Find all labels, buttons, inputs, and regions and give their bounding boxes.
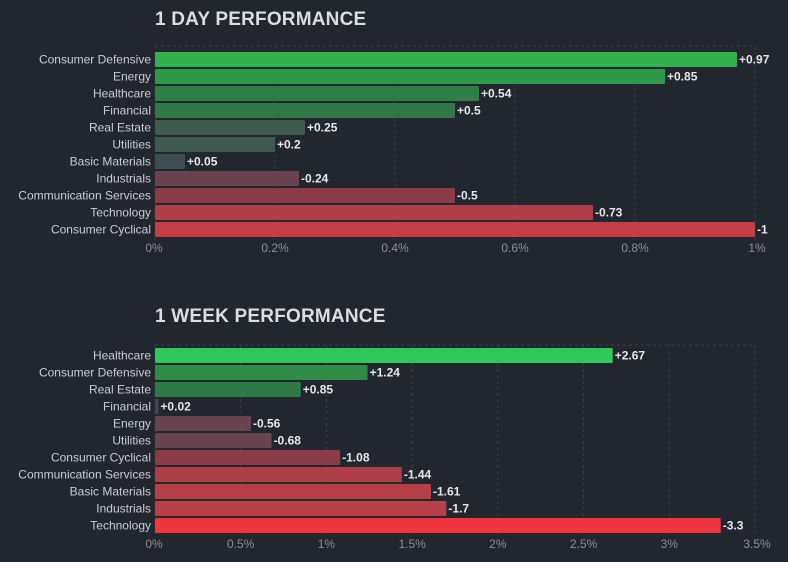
week-category-label: Healthcare xyxy=(93,349,151,363)
week-value-label: +2.67 xyxy=(615,349,646,363)
week-tick-label: 2% xyxy=(489,537,507,551)
week-tick-label: 1.5% xyxy=(398,537,426,551)
day-bar xyxy=(155,86,479,101)
day-category-label: Utilities xyxy=(112,138,151,152)
week-value-label: -0.56 xyxy=(253,417,281,431)
week-bar xyxy=(155,433,272,448)
day-category-label: Consumer Cyclical xyxy=(51,223,151,237)
week-bar xyxy=(155,518,721,533)
week-tick-label: 0% xyxy=(145,537,163,551)
day-bar xyxy=(155,69,665,84)
week-category-label: Real Estate xyxy=(89,383,151,397)
day-value-label: -0.5 xyxy=(457,189,478,203)
day-category-label: Basic Materials xyxy=(70,155,151,169)
day-bar xyxy=(155,188,455,203)
week-tick-label: 3% xyxy=(661,537,679,551)
week-tick-label: 2.5% xyxy=(570,537,598,551)
week-value-label: -1.44 xyxy=(404,468,432,482)
week-value-label: -1.08 xyxy=(342,451,370,465)
week-bar xyxy=(155,484,431,499)
day-value-label: +0.2 xyxy=(277,138,301,152)
day-bar xyxy=(155,154,185,169)
week-category-label: Utilities xyxy=(112,434,151,448)
week-bar xyxy=(155,450,341,465)
week-bar xyxy=(155,348,613,363)
week-bar xyxy=(155,399,159,414)
day-value-label: -0.73 xyxy=(595,206,623,220)
day-category-label: Technology xyxy=(90,206,151,220)
week-category-label: Consumer Defensive xyxy=(39,366,151,380)
week-category-label: Basic Materials xyxy=(70,485,151,499)
day-category-label: Healthcare xyxy=(93,87,151,101)
week-value-label: -0.68 xyxy=(274,434,302,448)
week-tick-label: 1% xyxy=(318,537,336,551)
week-tick-label: 0.5% xyxy=(227,537,255,551)
day-value-label: +0.5 xyxy=(457,104,481,118)
week-value-label: +0.85 xyxy=(303,383,334,397)
week-tick-label: 3.5% xyxy=(743,537,771,551)
week-bar xyxy=(155,416,251,431)
day-performance-title: 1 DAY PERFORMANCE xyxy=(155,9,367,30)
day-bar xyxy=(155,222,755,237)
day-value-label: -0.24 xyxy=(301,172,329,186)
day-value-label: +0.54 xyxy=(481,87,512,101)
week-bar xyxy=(155,382,301,397)
week-bar xyxy=(155,467,402,482)
week-category-label: Technology xyxy=(90,519,151,533)
week-value-label: -1.61 xyxy=(433,485,461,499)
day-value-label: +0.97 xyxy=(739,53,770,67)
week-category-label: Industrials xyxy=(96,502,151,516)
day-category-label: Communication Services xyxy=(18,189,151,203)
day-bar xyxy=(155,205,593,220)
day-tick-label: 0.4% xyxy=(381,241,409,255)
day-bar xyxy=(155,120,305,135)
day-bar xyxy=(155,171,299,186)
week-bar xyxy=(155,365,368,380)
day-tick-label: 1% xyxy=(748,241,766,255)
day-bar xyxy=(155,52,737,67)
week-value-label: +1.24 xyxy=(370,366,401,380)
day-bar xyxy=(155,137,275,152)
week-bar xyxy=(155,501,447,516)
day-category-label: Financial xyxy=(103,104,151,118)
week-value-label: -3.3 xyxy=(723,519,744,533)
week-value-label: +0.02 xyxy=(160,400,191,414)
day-tick-label: 0.2% xyxy=(261,241,289,255)
day-tick-label: 0.6% xyxy=(501,241,529,255)
day-value-label: +0.05 xyxy=(187,155,218,169)
day-category-label: Consumer Defensive xyxy=(39,53,151,67)
day-tick-label: 0.8% xyxy=(621,241,649,255)
day-category-label: Industrials xyxy=(96,172,151,186)
day-category-label: Real Estate xyxy=(89,121,151,135)
day-bar xyxy=(155,103,455,118)
day-value-label: -1 xyxy=(757,223,768,237)
day-value-label: +0.25 xyxy=(307,121,338,135)
week-category-label: Financial xyxy=(103,400,151,414)
day-category-label: Energy xyxy=(113,70,151,84)
week-value-label: -1.7 xyxy=(448,502,469,516)
week-category-label: Communication Services xyxy=(18,468,151,482)
week-category-label: Consumer Cyclical xyxy=(51,451,151,465)
day-tick-label: 0% xyxy=(145,241,163,255)
week-performance-title: 1 WEEK PERFORMANCE xyxy=(155,306,386,327)
week-category-label: Energy xyxy=(113,417,151,431)
day-value-label: +0.85 xyxy=(667,70,698,84)
